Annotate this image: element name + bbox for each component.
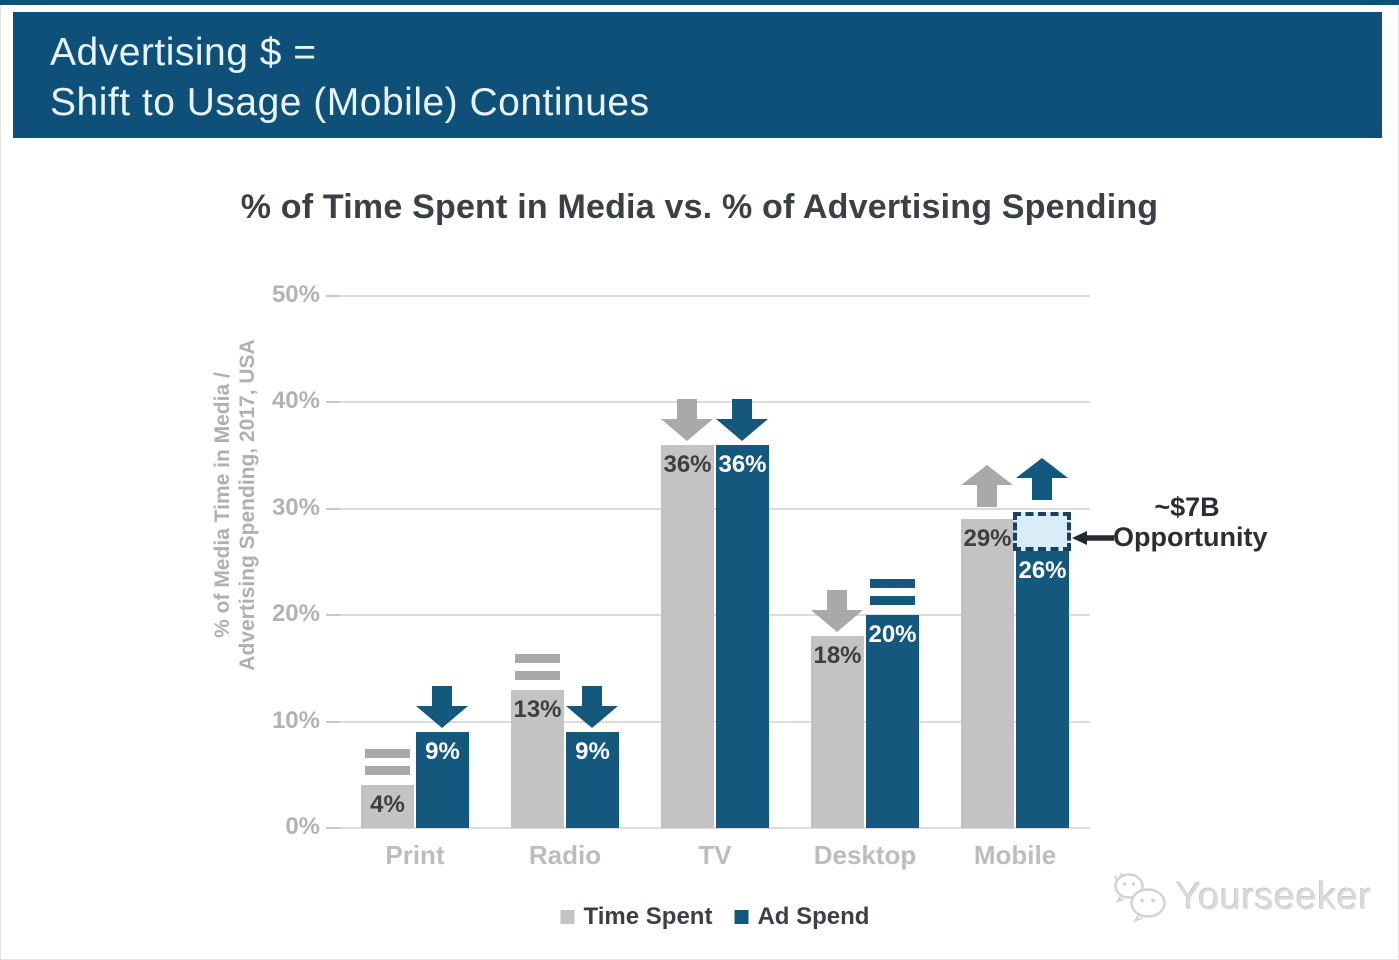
bar-value-label: 13% xyxy=(513,695,562,723)
bar-tv-time-spent xyxy=(661,444,714,828)
trend-up-arrow-icon xyxy=(961,465,1013,512)
legend-swatch-ad-spend xyxy=(734,910,749,924)
opportunity-value-text: ~$7B xyxy=(1154,492,1220,522)
bar-value-label: 20% xyxy=(868,621,917,649)
legend: Time Spent Ad Spend xyxy=(560,903,869,931)
opportunity-box xyxy=(1013,511,1071,552)
header-banner: Advertising $ = Shift to Usage (Mobile) … xyxy=(13,12,1382,138)
x-axis-label-desktop: Desktop xyxy=(813,840,917,870)
trend-down-arrow-icon xyxy=(416,686,468,733)
gridline-50% xyxy=(340,295,1090,297)
legend-item-ad-spend: Ad Spend xyxy=(734,903,869,931)
bar-value-label: 29% xyxy=(963,525,1012,553)
y-tick-label: 40% xyxy=(271,387,320,415)
bar-value-label: 18% xyxy=(813,642,862,670)
x-axis-label-mobile: Mobile xyxy=(973,840,1057,870)
bar-desktop-ad-spend xyxy=(866,615,919,828)
chat-bubbles-icon xyxy=(1113,872,1166,922)
gridline-10% xyxy=(340,720,1090,723)
bar-value-label: 9% xyxy=(425,738,460,766)
plot-area: 0% 10% 20% 30% 40% 50% 4% 9% Print 13% 9% Radio 36% 3… xyxy=(272,281,1090,870)
bar-value-label: 4% xyxy=(370,791,405,819)
slide-title-line2: Shift to Usage (Mobile) Continues xyxy=(50,81,650,124)
left-arrow-icon xyxy=(1072,531,1114,545)
trend-up-arrow-icon xyxy=(1016,457,1068,505)
trend-down-arrow-icon xyxy=(716,398,768,446)
trend-down-arrow-icon xyxy=(661,398,713,446)
y-tick-mark xyxy=(326,827,340,829)
watermark-logo: Yourseeker xyxy=(1112,872,1372,922)
bar-tv-ad-spend xyxy=(716,444,769,828)
y-tick-label: 10% xyxy=(271,706,320,734)
y-tick-mark xyxy=(326,720,340,723)
legend-item-time-spent: Time Spent xyxy=(560,903,713,931)
trend-equals-icon xyxy=(515,653,560,680)
y-tick-label: 50% xyxy=(271,281,320,308)
y-tick-mark xyxy=(326,401,340,404)
top-strip xyxy=(0,0,1399,5)
y-tick-label: 0% xyxy=(285,813,320,840)
y-tick-mark xyxy=(326,507,340,510)
legend-swatch-time-spent xyxy=(560,910,575,924)
gridline-40% xyxy=(340,401,1090,404)
bar-mobile-time-spent xyxy=(961,519,1014,828)
opportunity-annotation: ~$7B Opportunity xyxy=(1113,492,1268,552)
trend-equals-icon xyxy=(870,579,915,606)
gridline-30% xyxy=(340,507,1090,510)
y-tick-label: 30% xyxy=(271,493,320,521)
slide-title-line1: Advertising $ = xyxy=(50,31,317,74)
bar-mobile-ad-spend xyxy=(1016,551,1069,828)
chart-title: % of Time Spent in Media vs. % of Advert… xyxy=(240,188,1159,226)
trend-equals-icon xyxy=(365,749,410,776)
bar-value-label: 26% xyxy=(1018,557,1067,585)
trend-down-arrow-icon xyxy=(811,590,863,637)
watermark-brand: Yourseeker xyxy=(1176,875,1372,918)
x-axis-label-tv: TV xyxy=(698,840,732,870)
trend-down-arrow-icon xyxy=(566,686,618,733)
bar-value-label: 36% xyxy=(718,450,767,478)
bar-radio-ad-spend xyxy=(566,732,619,828)
bar-print-time-spent xyxy=(361,785,414,828)
x-axis-label-print: Print xyxy=(385,840,445,870)
y-tick-mark xyxy=(326,614,340,617)
y-tick-label: 20% xyxy=(271,600,320,628)
gridline-0% xyxy=(340,827,1090,829)
y-tick-mark xyxy=(326,295,340,297)
y-axis-label-line1: % of Media Time in Media / xyxy=(211,372,234,638)
bar-print-ad-spend xyxy=(416,732,469,828)
legend-label-ad-spend: Ad Spend xyxy=(757,903,870,930)
opportunity-label-text: Opportunity xyxy=(1113,522,1268,552)
bar-radio-time-spent xyxy=(511,689,564,828)
gridline-20% xyxy=(340,614,1090,617)
bar-value-label: 9% xyxy=(575,738,610,766)
bar-desktop-time-spent xyxy=(811,636,864,828)
x-axis-label-radio: Radio xyxy=(528,840,602,870)
legend-label-time-spent: Time Spent xyxy=(583,903,713,930)
bar-value-label: 36% xyxy=(663,450,712,478)
